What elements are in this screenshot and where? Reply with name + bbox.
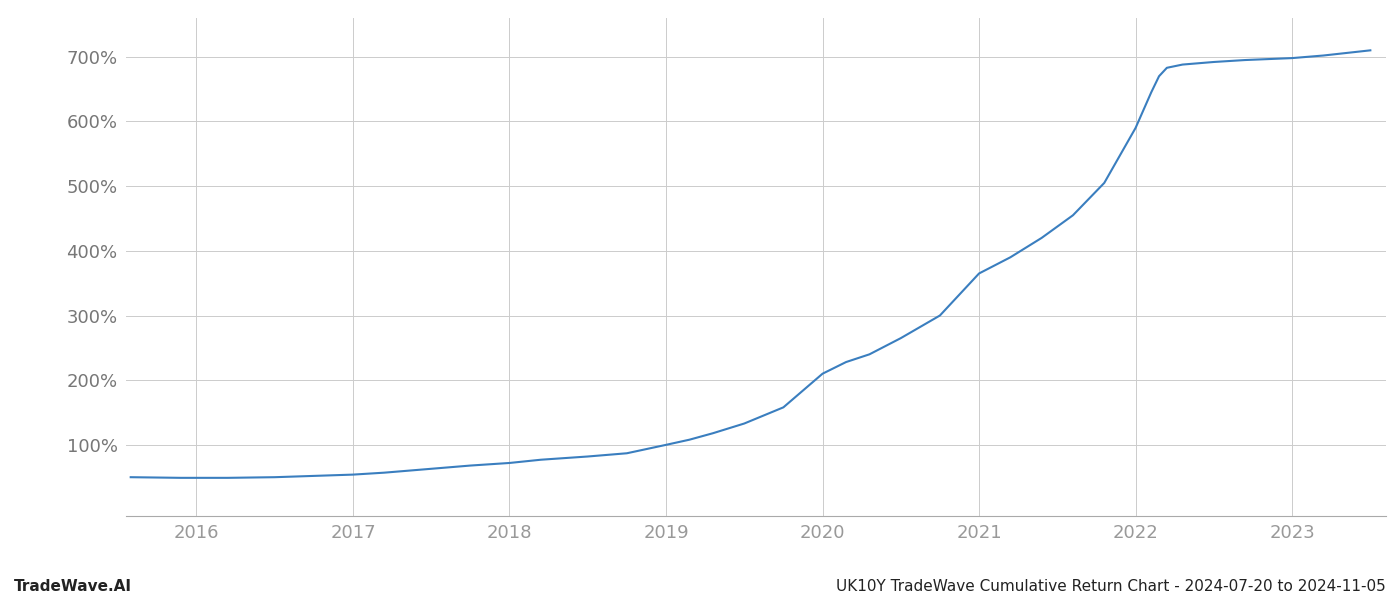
- Text: UK10Y TradeWave Cumulative Return Chart - 2024-07-20 to 2024-11-05: UK10Y TradeWave Cumulative Return Chart …: [836, 579, 1386, 594]
- Text: TradeWave.AI: TradeWave.AI: [14, 579, 132, 594]
